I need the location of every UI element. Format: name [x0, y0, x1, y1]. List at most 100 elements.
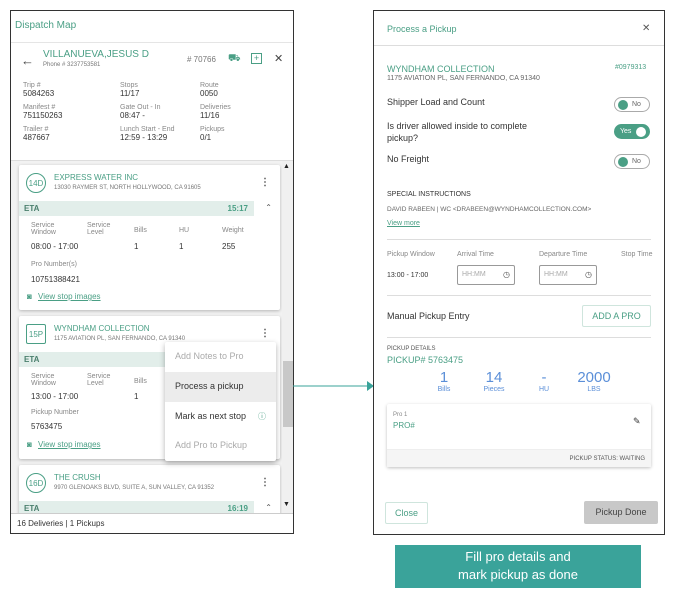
info-icon[interactable]: ⓘ	[258, 411, 266, 421]
toggle-knob	[636, 127, 646, 137]
pickup-window-label: Pickup Window	[387, 251, 435, 258]
pickup-details-label: PICKUP DETAILS	[387, 346, 436, 352]
eta-bar: ETA 15:17	[19, 201, 254, 216]
view-stop-images-link[interactable]: View stop images	[38, 440, 101, 449]
driver-phone: Phone # 3237753581	[43, 62, 101, 68]
stop-name: THE CRUSH	[54, 473, 101, 482]
stat-value: 1	[439, 369, 449, 386]
view-more-link[interactable]: View more	[387, 220, 420, 227]
divider	[387, 337, 651, 338]
stop-badge: 14D	[26, 173, 46, 193]
bills: 1	[134, 242, 139, 251]
manual-pickup-label: Manual Pickup Entry	[387, 311, 470, 321]
scroll-up-icon[interactable]: ▲	[283, 163, 290, 170]
close-button[interactable]: Close	[385, 502, 428, 524]
pro-value: PRO#	[393, 421, 415, 430]
trip-info-cell: Pickups 0/1	[200, 126, 280, 142]
stop-badge: 16D	[26, 473, 46, 493]
time-placeholder: HH:MM	[462, 271, 486, 278]
eta-label: ETA	[24, 355, 40, 364]
chevron-up-icon[interactable]: ⌃	[265, 203, 272, 212]
stat-bills: 1 Bills	[424, 369, 464, 393]
info-value: 11/17	[120, 89, 140, 98]
arrival-time-input[interactable]: HH:MM ◷	[457, 265, 515, 285]
more-options-icon[interactable]: ⋮	[260, 477, 270, 488]
process-pickup-dialog: Process a Pickup ✕ WYNDHAM COLLECTION 11…	[373, 10, 665, 535]
back-arrow-icon[interactable]: ←	[21, 53, 34, 68]
info-value: 08:47 -	[120, 111, 145, 120]
stat-label: HU	[538, 386, 550, 393]
hu: 1	[179, 242, 184, 251]
stat-lbs: 2000 LBS	[574, 369, 614, 393]
scroll-down-icon[interactable]: ▼	[283, 501, 290, 508]
stop-address: 13030 RAYMER ST, NORTH HOLLYWOOD, CA 916…	[54, 185, 201, 191]
pickup-reference: #0979313	[615, 64, 647, 71]
stop-card-16d[interactable]: 16D THE CRUSH 9970 GLENOAKS BLVD, SUITE …	[19, 465, 280, 513]
menu-add-pro-to-pickup[interactable]: Add Pro to Pickup	[175, 440, 248, 451]
clock-icon[interactable]: ◷	[503, 270, 510, 279]
shipper-load-toggle[interactable]: No	[614, 97, 650, 112]
view-stop-images-link[interactable]: View stop images	[38, 292, 101, 301]
info-label: Stops	[120, 82, 138, 89]
departure-time-input[interactable]: HH:MM ◷	[539, 265, 597, 285]
driver-name: VILLANUEVA,JESUS D	[43, 49, 149, 60]
pickup-done-button[interactable]: Pickup Done	[584, 501, 658, 524]
stop-address: 9970 GLENOAKS BLVD, SUITE A, SUN VALLEY,…	[54, 485, 215, 491]
pickup-number-label: Pickup Number	[31, 409, 79, 416]
service-window-label: Service Window	[31, 222, 56, 236]
add-pro-button[interactable]: ADD A PRO	[582, 305, 651, 327]
clock-icon[interactable]: ◷	[585, 270, 592, 279]
toggle-knob	[618, 100, 628, 110]
weight: 255	[222, 242, 236, 251]
instruction-caption: Fill pro details and mark pickup as done	[395, 545, 641, 588]
info-value: 0050	[200, 89, 218, 98]
camera-icon: ◙	[27, 292, 32, 301]
stop-card-14d[interactable]: 14D EXPRESS WATER INC 13030 RAYMER ST, N…	[19, 165, 280, 310]
chevron-up-icon[interactable]: ⌃	[265, 503, 272, 512]
scroll-thumb[interactable]	[283, 361, 293, 427]
stop-context-menu: Add Notes to Pro Process a pickup Mark a…	[165, 342, 276, 461]
more-options-icon[interactable]: ⋮	[260, 328, 270, 339]
flow-arrow	[293, 381, 374, 391]
time-placeholder: HH:MM	[544, 271, 568, 278]
service-window: 13:00 - 17:00	[31, 392, 79, 401]
menu-mark-next-stop[interactable]: Mark as next stop ⓘ	[165, 402, 276, 432]
divider	[387, 295, 651, 296]
close-icon[interactable]: ✕	[274, 53, 284, 65]
pro-label: Pro Number(s)	[31, 261, 77, 268]
dispatch-panel: Dispatch Map ← VILLANUEVA,JESUS D Phone …	[10, 10, 294, 534]
close-icon[interactable]: ✕	[642, 23, 651, 34]
stat-pieces: 14 Pieces	[474, 369, 514, 393]
hu-label: HU	[179, 227, 190, 234]
info-value: 12:59 - 13:29	[120, 133, 168, 142]
more-options-icon[interactable]: ⋮	[260, 177, 270, 188]
eta-label: ETA	[24, 204, 40, 213]
caption-line-2: mark pickup as done	[458, 567, 578, 582]
truck-icon[interactable]: ⛟	[228, 53, 241, 64]
no-freight-toggle[interactable]: No	[614, 154, 650, 169]
driver-number: # 70766	[187, 55, 216, 64]
add-icon[interactable]: +	[251, 53, 262, 64]
weight-label: Weight	[222, 227, 244, 234]
trip-info-cell: Lunch Start - End 12:59 - 13:29	[120, 126, 200, 142]
trip-info-cell: Stops 11/17	[120, 82, 200, 98]
menu-process-pickup[interactable]: Process a pickup	[165, 371, 276, 402]
company-address: 1175 AVIATION PL, SAN FERNANDO, CA 91340	[387, 75, 540, 82]
info-label: Trip #	[23, 82, 41, 89]
bills: 1	[134, 392, 139, 401]
menu-label: Mark as next stop	[175, 410, 247, 421]
edit-pencil-icon[interactable]: ✎	[633, 416, 641, 426]
info-label: Route	[200, 82, 219, 89]
stop-name: EXPRESS WATER INC	[54, 173, 139, 182]
dialog-header: Process a Pickup ✕	[374, 11, 664, 46]
info-value: 11/16	[200, 111, 220, 120]
list-footer: 16 Deliveries | 1 Pickups	[11, 513, 293, 533]
trip-info-cell: Route 0050	[200, 82, 280, 98]
scrollbar[interactable]: ▲ ▼	[282, 161, 293, 513]
company-name: WYNDHAM COLLECTION	[387, 64, 495, 74]
menu-add-notes-to-pro[interactable]: Add Notes to Pro	[175, 351, 244, 361]
pickup-window: 13:00 - 17:00	[387, 272, 429, 279]
trip-info-cell: Deliveries 11/16	[200, 104, 280, 120]
driver-inside-toggle[interactable]: Yes	[614, 124, 650, 139]
toggle-knob	[618, 157, 628, 167]
